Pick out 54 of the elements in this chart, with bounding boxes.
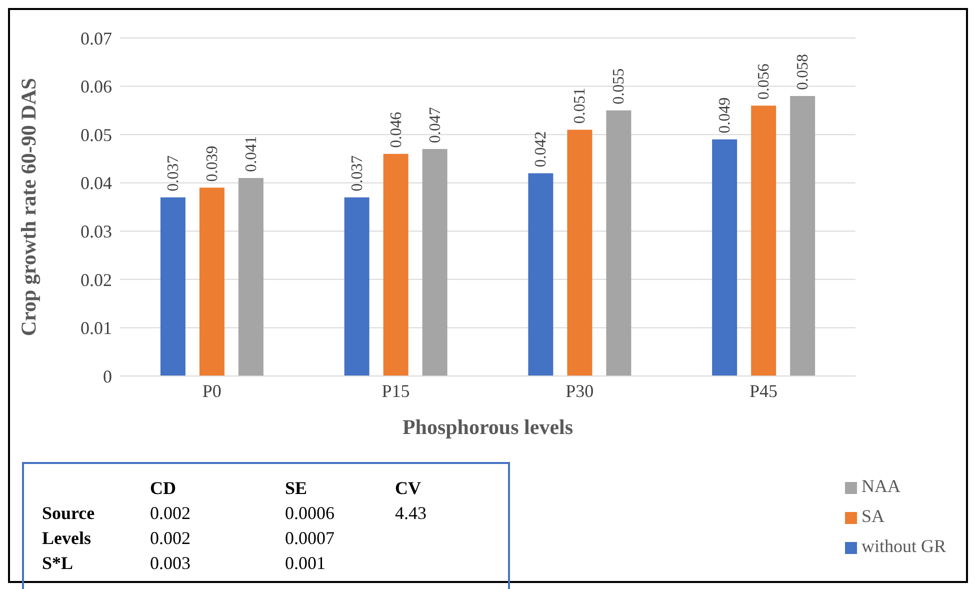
- bar: [199, 188, 224, 376]
- bar: [344, 197, 370, 376]
- data-label: 0.058: [794, 54, 812, 90]
- y-tick-label: 0.03: [80, 222, 112, 242]
- data-label: 0.039: [204, 146, 221, 182]
- bar: [422, 149, 448, 376]
- y-tick-label: 0: [103, 366, 112, 386]
- y-tick-label: 0.07: [80, 28, 112, 48]
- text: 0.0006: [285, 502, 336, 525]
- text: 0.002: [150, 502, 192, 525]
- data-label: 0.037: [164, 155, 182, 192]
- text: 0.002: [150, 527, 192, 550]
- data-label: 0.046: [388, 112, 405, 148]
- text: 0.001: [285, 552, 326, 575]
- text: 0.0007: [285, 527, 336, 550]
- data-label: 0.049: [716, 97, 734, 134]
- bar: [606, 110, 632, 376]
- bar: [751, 106, 776, 376]
- bar: [790, 96, 816, 376]
- legend-label: NAA: [861, 476, 900, 496]
- y-axis-title: Crop growth rate 60-90 DAS: [16, 78, 40, 336]
- y-tick-label: 0.04: [80, 173, 112, 194]
- bar: [160, 197, 186, 376]
- y-tick-label: 0.02: [80, 270, 112, 290]
- data-label: 0.056: [756, 64, 773, 100]
- text: 4.43: [395, 502, 428, 525]
- bar: [528, 173, 554, 376]
- data-label: 0.041: [242, 136, 260, 172]
- data-label: 0.037: [348, 155, 366, 192]
- text: CD: [150, 477, 177, 500]
- y-tick-label: 0.01: [80, 318, 112, 338]
- data-label: 0.042: [532, 131, 550, 168]
- text: CV: [395, 477, 422, 500]
- bar: [567, 130, 592, 376]
- data-label: 0.047: [426, 107, 444, 144]
- text: S*L: [42, 552, 74, 575]
- legend-label: without GR: [861, 536, 946, 556]
- x-tick-label: P0: [202, 380, 222, 401]
- text: Source: [42, 502, 96, 525]
- x-axis-title: Phosphorous levels: [402, 415, 574, 439]
- bar: [712, 139, 738, 376]
- x-tick-label: P30: [566, 380, 594, 401]
- x-tick-label: P15: [382, 380, 410, 401]
- legend-label: SA: [861, 506, 884, 526]
- x-tick-label: P45: [750, 380, 778, 401]
- data-label: 0.055: [610, 68, 628, 104]
- data-label: 0.051: [572, 88, 589, 124]
- y-tick-label: 0.05: [80, 124, 112, 145]
- text: SE: [285, 477, 308, 500]
- bar: [238, 178, 264, 376]
- text: 0.003: [150, 552, 192, 575]
- bar: [383, 154, 408, 376]
- y-tick-label: 0.06: [80, 76, 112, 97]
- text: Levels: [42, 527, 92, 550]
